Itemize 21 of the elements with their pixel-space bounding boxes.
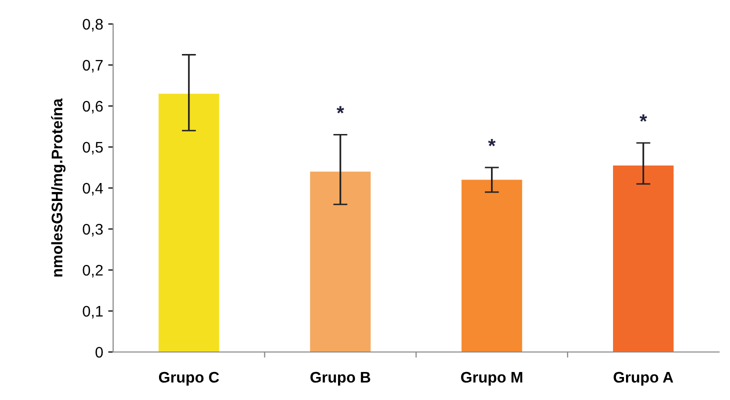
y-tick-label: 0,3 bbox=[82, 224, 103, 236]
y-tick-label: 0,5 bbox=[82, 142, 103, 154]
x-tick-label: Grupo C bbox=[158, 372, 220, 386]
bar bbox=[462, 180, 522, 352]
bar bbox=[158, 94, 220, 352]
y-tick-label: 0 bbox=[96, 346, 103, 358]
bar bbox=[310, 172, 371, 352]
annotation: * bbox=[640, 114, 648, 122]
annotation: * bbox=[488, 138, 496, 146]
y-tick-label: 0,2 bbox=[82, 264, 103, 278]
x-tick-label: Grupo B bbox=[310, 372, 370, 386]
y-tick-label: 0,1 bbox=[82, 306, 103, 318]
y-tick-label: 0,8 bbox=[82, 18, 103, 32]
y-axis-title: nmolesGSH/mg.Proteína bbox=[51, 98, 66, 277]
bar bbox=[613, 165, 674, 352]
y-tick-label: 0,7 bbox=[82, 60, 103, 72]
y-tick-label: 0,6 bbox=[82, 100, 103, 114]
x-tick-label: Grupo A bbox=[614, 372, 674, 386]
y-tick-label: 0,4 bbox=[82, 182, 103, 196]
x-tick-label: Grupo M bbox=[461, 372, 522, 386]
annotation: * bbox=[336, 106, 344, 114]
